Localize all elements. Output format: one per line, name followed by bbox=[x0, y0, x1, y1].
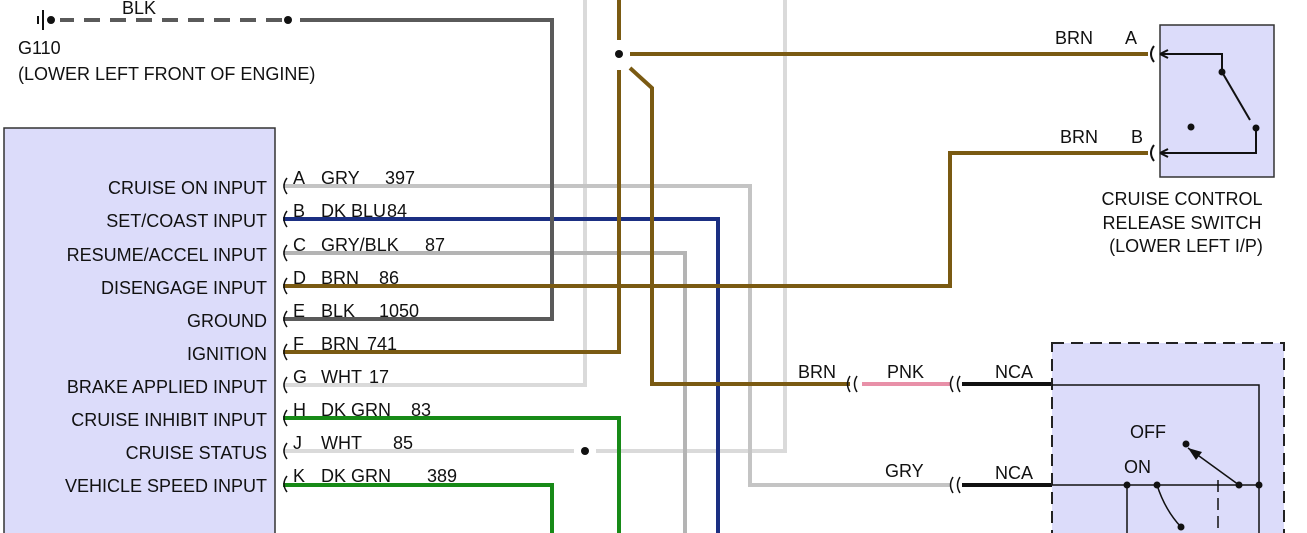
pin-letter: J bbox=[293, 433, 302, 453]
wire-color-label: WHT bbox=[321, 433, 362, 453]
pin-letter: A bbox=[293, 168, 305, 188]
circuit-number: 17 bbox=[369, 367, 389, 387]
release-switch-title: CRUISE CONTROL bbox=[1101, 189, 1262, 209]
circuit-number: 83 bbox=[411, 400, 431, 420]
cruise-switch-box bbox=[1051, 342, 1285, 533]
wire-e-blk bbox=[283, 18, 554, 321]
pin-letter: C bbox=[293, 235, 306, 255]
release-a-color: BRN bbox=[1055, 28, 1093, 48]
connector-icon bbox=[283, 210, 288, 228]
release-switch-box bbox=[1159, 24, 1275, 178]
contact-dot bbox=[1255, 481, 1263, 489]
wire-h-dkgrn bbox=[283, 416, 621, 533]
wire-color-label: GRY/BLK bbox=[321, 235, 399, 255]
wire-a-gry bbox=[283, 184, 950, 487]
wire-label-nca: NCA bbox=[995, 463, 1033, 483]
release-switch-contacts bbox=[1150, 45, 1257, 162]
splice-dot bbox=[615, 50, 623, 58]
connector-icon bbox=[283, 376, 288, 394]
pin-function-label: GROUND bbox=[187, 311, 267, 331]
connector-icon bbox=[283, 277, 288, 295]
ground-label: G110 bbox=[18, 38, 61, 58]
circuit-number: 741 bbox=[367, 334, 397, 354]
pin-function-label: CRUISE ON INPUT bbox=[108, 178, 267, 198]
wire-f-brn bbox=[283, 0, 1148, 386]
connector-icon bbox=[283, 310, 288, 328]
release-switch-location: (LOWER LEFT I/P) bbox=[1109, 236, 1263, 256]
wire-d-brn bbox=[283, 151, 1148, 288]
wire-k-dkgrn bbox=[283, 483, 554, 533]
pin-letter: B bbox=[293, 201, 305, 221]
contact-dot bbox=[1235, 481, 1243, 489]
circuit-number: 85 bbox=[393, 433, 413, 453]
wire-color-label: DK BLU bbox=[321, 201, 386, 221]
pin-function-label: RESUME/ACCEL INPUT bbox=[67, 245, 267, 265]
wire-color-label: DK GRN bbox=[321, 400, 391, 420]
contact-dot bbox=[1153, 481, 1161, 489]
wire-g-wht bbox=[283, 0, 587, 387]
pin-letter: F bbox=[293, 334, 304, 354]
circuit-number: 397 bbox=[385, 168, 415, 188]
wire-color-label: DK GRN bbox=[321, 466, 391, 486]
release-a-pin: A bbox=[1125, 28, 1137, 48]
wire-label-pnk: PNK bbox=[887, 362, 924, 382]
circuit-number: 1050 bbox=[379, 301, 419, 321]
wire-label-gry: GRY bbox=[885, 461, 924, 481]
wire-j-wht bbox=[283, 0, 787, 453]
wire-color-label: BRN bbox=[321, 334, 359, 354]
wire-label-nca: NCA bbox=[995, 362, 1033, 382]
circuit-number: 86 bbox=[379, 268, 399, 288]
contact-dot bbox=[1177, 523, 1185, 531]
pin-letter: G bbox=[293, 367, 307, 387]
connector-icon bbox=[283, 244, 288, 262]
arrow-icon bbox=[1188, 448, 1202, 460]
contact-dot bbox=[1187, 123, 1195, 131]
wire-b-dkblu bbox=[283, 217, 720, 533]
pin-function-label: BRAKE APPLIED INPUT bbox=[67, 377, 267, 397]
pin-function-label: SET/COAST INPUT bbox=[106, 211, 267, 231]
wires bbox=[60, 0, 1148, 533]
pin-letter: K bbox=[293, 466, 305, 486]
circuit-number: 84 bbox=[387, 201, 407, 221]
pin-letter: D bbox=[293, 268, 306, 288]
release-switch-title-2: RELEASE SWITCH bbox=[1102, 213, 1261, 233]
connector-icon bbox=[283, 177, 288, 195]
off-label: OFF bbox=[1130, 422, 1166, 442]
splice-dot bbox=[284, 16, 292, 24]
pin-function-label: VEHICLE SPEED INPUT bbox=[65, 476, 267, 496]
connector-icon bbox=[283, 475, 288, 493]
release-b-color: BRN bbox=[1060, 127, 1098, 147]
contact-dot bbox=[1252, 124, 1260, 132]
on-label: ON bbox=[1124, 457, 1151, 477]
connector-icon bbox=[283, 409, 288, 427]
wire-color-label: BRN bbox=[321, 268, 359, 288]
contact-dot bbox=[1182, 440, 1190, 448]
contact-dot bbox=[1123, 481, 1131, 489]
pin-function-label: DISENGAGE INPUT bbox=[101, 278, 267, 298]
splice-dot bbox=[581, 447, 589, 455]
pin-function-label: CRUISE STATUS bbox=[126, 443, 267, 463]
wire-c-gryblk bbox=[283, 251, 687, 533]
pin-letter: H bbox=[293, 400, 306, 420]
wire-color-label: GRY bbox=[321, 168, 360, 188]
circuit-number: 389 bbox=[427, 466, 457, 486]
cruise-module bbox=[3, 127, 276, 533]
pin-function-label: CRUISE INHIBIT INPUT bbox=[71, 410, 267, 430]
contact-dot bbox=[1218, 68, 1226, 76]
ground-location: (LOWER LEFT FRONT OF ENGINE) bbox=[18, 64, 315, 84]
connector-icon bbox=[283, 343, 288, 361]
wire-label-brn: BRN bbox=[798, 362, 836, 382]
pin-function-label: IGNITION bbox=[187, 344, 267, 364]
release-b-pin: B bbox=[1131, 127, 1143, 147]
circuit-number: 87 bbox=[425, 235, 445, 255]
ground-wire-color: BLK bbox=[122, 0, 156, 18]
wire-color-label: BLK bbox=[321, 301, 355, 321]
pin-letter: E bbox=[293, 301, 305, 321]
wire-color-label: WHT bbox=[321, 367, 362, 387]
ground-symbol-icon bbox=[37, 10, 55, 30]
connector-icon bbox=[283, 442, 288, 460]
